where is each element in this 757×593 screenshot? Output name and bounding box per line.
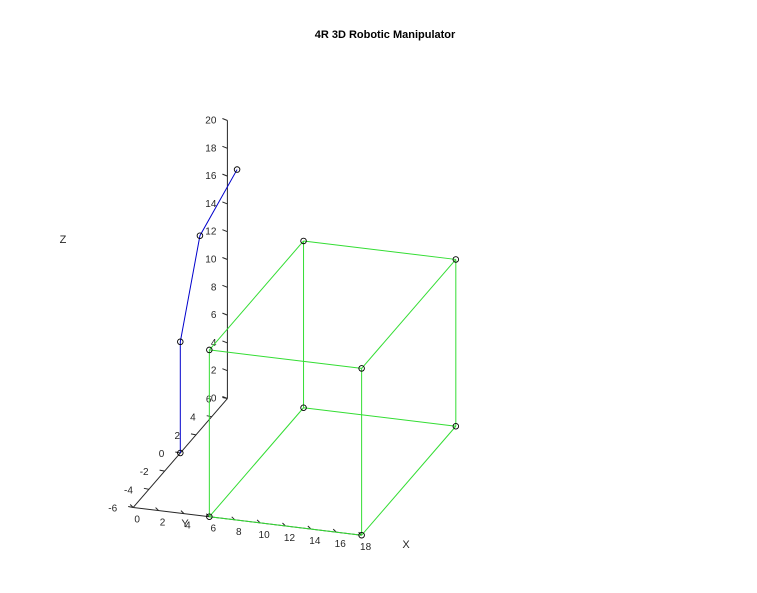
z-tick [222, 229, 228, 233]
y-tick [143, 487, 149, 490]
x-tick-label: 4 [185, 521, 191, 532]
y-tick [190, 433, 197, 436]
z-tick [222, 118, 228, 121]
z-tick [222, 173, 228, 177]
y-tick [128, 505, 134, 508]
workspace-vertex-marker [358, 531, 365, 539]
x-tick-label: 2 [160, 518, 166, 529]
workspace-edge [361, 259, 457, 369]
x-tick-label: 14 [309, 536, 321, 547]
z-axis-label: Z [60, 234, 67, 246]
workspace-box [206, 237, 460, 539]
y-tick-label: -4 [124, 485, 133, 496]
z-tick [222, 257, 228, 260]
y-axis-label: Y [181, 518, 189, 530]
arm-joint-marker [177, 449, 184, 457]
z-tick-label: 14 [205, 199, 217, 210]
x-tick-label: 12 [284, 533, 296, 544]
y-tick-label: 6 [206, 395, 212, 406]
arm-link-line [179, 169, 238, 453]
workspace-vertex-marker [206, 346, 213, 354]
z-tick [222, 340, 228, 344]
z-tick-label: 18 [205, 143, 217, 154]
chart-title: 4R 3D Robotic Manipulator [315, 29, 456, 41]
workspace-edge [303, 240, 456, 260]
y-tick-label: 4 [190, 413, 196, 424]
z-tick [222, 284, 228, 288]
x-tick-label: 10 [259, 530, 271, 541]
x-tick-label: 8 [236, 527, 242, 538]
z-tick-label: 10 [205, 255, 217, 266]
arm-joint-marker [196, 232, 204, 239]
z-tick-label: 6 [211, 310, 217, 321]
workspace-edge [208, 240, 304, 351]
x-tick-label: 6 [211, 524, 217, 535]
workspace-vertex-marker [300, 404, 307, 412]
x-tick [155, 507, 159, 511]
z-tick [222, 201, 228, 205]
z-tick [222, 396, 228, 399]
z-tick-label: 16 [205, 171, 217, 182]
y-tick [159, 469, 165, 472]
z-tick-label: 8 [211, 282, 217, 293]
y-tick-label: 0 [159, 449, 165, 460]
workspace-edge [361, 425, 457, 536]
workspace-edge [208, 407, 304, 518]
workspace-edge [209, 349, 362, 369]
z-tick-label: 20 [205, 116, 217, 127]
arm-joint-marker [233, 166, 241, 173]
y-tick-label: 2 [174, 431, 180, 442]
workspace-vertex-marker [206, 513, 213, 520]
z-tick [222, 368, 228, 372]
y-tick-label: -6 [108, 503, 117, 514]
workspace-vertex-marker [452, 256, 460, 263]
x-tick [180, 510, 185, 514]
x-tick-label: 18 [360, 542, 372, 553]
z-tick-label: 2 [211, 366, 217, 377]
x-axis-label: X [402, 539, 410, 551]
z-tick-label: 0 [211, 394, 217, 405]
arm-joint-marker [177, 338, 184, 346]
workspace-vertex-marker [358, 365, 365, 372]
z-tick [222, 145, 228, 149]
manipulator-arm [177, 166, 241, 457]
z-tick-label: 12 [205, 227, 217, 238]
z-tick-label: 4 [211, 338, 217, 349]
x-tick-label: 16 [335, 539, 347, 550]
workspace-edge [303, 407, 456, 427]
workspace-vertex-marker [452, 422, 460, 430]
z-tick [222, 312, 228, 316]
y-tick-label: -2 [140, 467, 149, 478]
workspace-vertex-marker [300, 237, 307, 245]
workspace-edge [209, 516, 362, 536]
x-tick-label: 0 [134, 514, 140, 525]
